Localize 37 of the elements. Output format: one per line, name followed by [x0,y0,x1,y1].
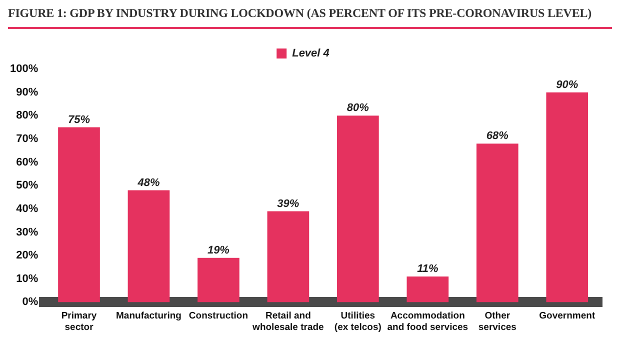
text: 75% [68,114,90,126]
text: 39% [277,198,300,210]
y-tick-label: 50% [16,180,38,192]
bar [267,211,310,302]
legend-label: Level 4 [292,48,330,60]
y-tick-label: 90% [16,86,38,98]
x-tick-label: Other services [478,310,516,333]
text: 19% [207,244,230,256]
text: 80% [346,102,369,114]
x-tick-label: Government [539,310,596,322]
x-tick-label: Manufacturing [116,310,182,322]
y-tick-label: 20% [16,250,38,262]
chart-title: FIGURE 1: GDP BY INDUSTRY DURING LOCKDOWN (AS PERCENT OF ITS PRE-CORONAVIRUS LEVEL) [8,6,612,29]
x-tick-label: Retail and wholesale trade [252,310,324,333]
x-tick-label: Utilities (ex telcos) [334,310,382,333]
y-tick-label: 0% [22,296,38,308]
y-tick-label: 30% [16,226,38,238]
bar [476,144,518,302]
bar [58,127,100,302]
text: 11% [417,263,438,276]
bar [198,258,240,302]
bar [546,92,588,302]
bar [337,116,379,302]
text: 68% [486,130,508,142]
y-tick-label: 70% [16,132,38,145]
bar [406,276,449,302]
text: 90% [556,78,578,91]
x-tick-label: Primary sector [61,310,98,333]
y-tick-label: 10% [16,272,38,285]
x-tick-label: Accommodation and food services [387,310,468,333]
text: 48% [138,176,160,189]
y-tick-label: 60% [16,156,38,168]
y-tick-label: 40% [16,202,38,215]
bar [128,190,170,302]
x-tick-label: Construction [188,310,248,322]
y-tick-label: 80% [16,110,38,122]
y-tick-label: 100% [10,63,38,76]
